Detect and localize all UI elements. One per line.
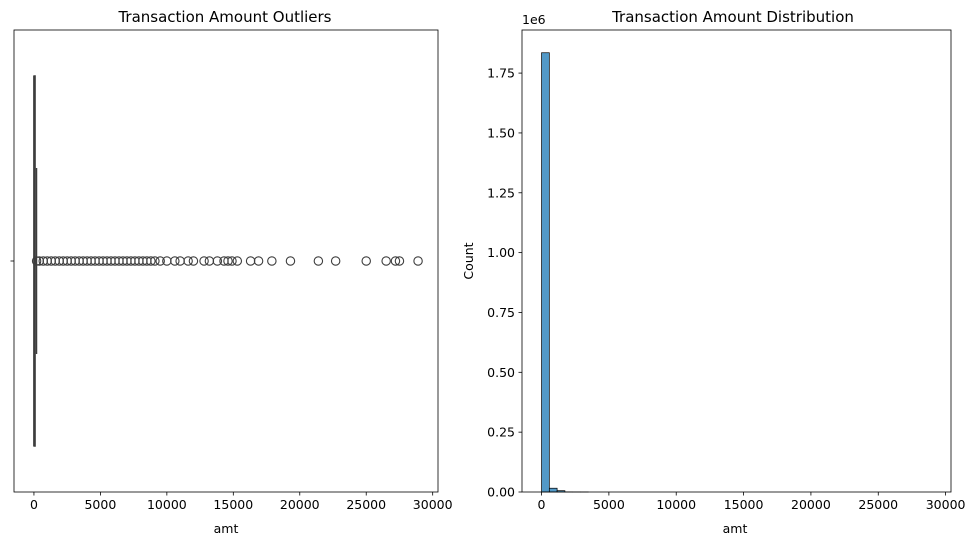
- histogram-xtick-label: 15000: [724, 497, 764, 512]
- histogram-ytick-label: 0.25: [487, 425, 515, 440]
- histogram-ytick-label: 0.75: [487, 305, 515, 320]
- boxplot-xtick-label: 25000: [346, 497, 386, 512]
- histogram-frame: [521, 29, 952, 493]
- histogram-bar: [541, 52, 550, 493]
- outlier-point: [381, 256, 391, 266]
- boxplot-chart: Transaction Amount Outliers 0 5000 10000 15…: [10, 8, 453, 536]
- histogram-xtick-label: 0: [538, 497, 546, 512]
- outlier-point: [390, 256, 401, 266]
- outlier-point: [150, 256, 160, 266]
- histogram-xtick-label: 20000: [791, 497, 831, 512]
- histogram-y-offset-label: 1e6: [522, 12, 546, 27]
- boxplot-xtick-label: 10000: [147, 497, 187, 512]
- outlier-point: [170, 256, 180, 266]
- histogram-chart: Transaction Amount Distribution 0 5000 100…: [461, 8, 966, 536]
- outlier-point: [188, 256, 199, 266]
- box-outliers: [31, 256, 423, 266]
- outlier-point: [285, 256, 296, 266]
- outlier-point: [223, 256, 233, 266]
- outlier-point: [361, 256, 371, 266]
- outlier-point: [267, 256, 277, 266]
- boxplot-xlabel: amt: [214, 521, 239, 536]
- histogram-ytick-label: 1.25: [487, 185, 515, 200]
- outlier-point: [253, 256, 264, 266]
- histogram-ytick-label: 1.50: [487, 125, 515, 140]
- boxplot-plot-area: [13, 29, 439, 493]
- outlier-point: [313, 256, 324, 266]
- histogram-ylabel: Count: [461, 242, 476, 279]
- histogram-xtick-label: 10000: [656, 497, 696, 512]
- outlier-point: [227, 256, 237, 266]
- outlier-point: [146, 256, 156, 266]
- histogram-xlabel: amt: [723, 521, 748, 536]
- histogram-plot-area: [522, 30, 951, 492]
- boxplot-xtick-label: 0: [30, 497, 38, 512]
- box-elements: [33, 75, 38, 447]
- histogram-x-axis: 0 5000 10000 15000 20000 25000 30000: [538, 492, 966, 512]
- histogram-xtick-label: 30000: [926, 497, 966, 512]
- outlier-point: [413, 256, 423, 266]
- outlier-point: [199, 256, 209, 266]
- outlier-point: [155, 256, 165, 266]
- histogram-ytick-label: 0.00: [487, 485, 515, 500]
- outlier-point: [212, 256, 223, 266]
- histogram-ytick-label: 1.75: [487, 66, 515, 81]
- outlier-point: [232, 256, 243, 266]
- histogram-xtick-label: 25000: [858, 497, 898, 512]
- histogram-ytick-label: 0.50: [487, 365, 515, 380]
- outlier-point: [330, 256, 341, 266]
- histogram-xtick-label: 5000: [593, 497, 625, 512]
- histogram-ytick-label: 1.00: [487, 245, 515, 260]
- boxplot-title: Transaction Amount Outliers: [117, 8, 331, 26]
- histogram-title: Transaction Amount Distribution: [611, 8, 854, 26]
- boxplot-xtick-label: 15000: [213, 497, 253, 512]
- outlier-point: [183, 256, 193, 266]
- outlier-point: [394, 256, 405, 266]
- boxplot-xtick-label: 30000: [413, 497, 453, 512]
- histogram-bar: [548, 487, 558, 493]
- boxplot-x-axis: 0 5000 10000 15000 20000 25000 30000: [30, 492, 453, 512]
- boxplot-xtick-label: 20000: [280, 497, 320, 512]
- boxplot-xtick-label: 5000: [84, 497, 116, 512]
- histogram-y-axis: 0.00 0.25 0.50 0.75 1.00 1.25 1.50 1.75: [487, 66, 522, 500]
